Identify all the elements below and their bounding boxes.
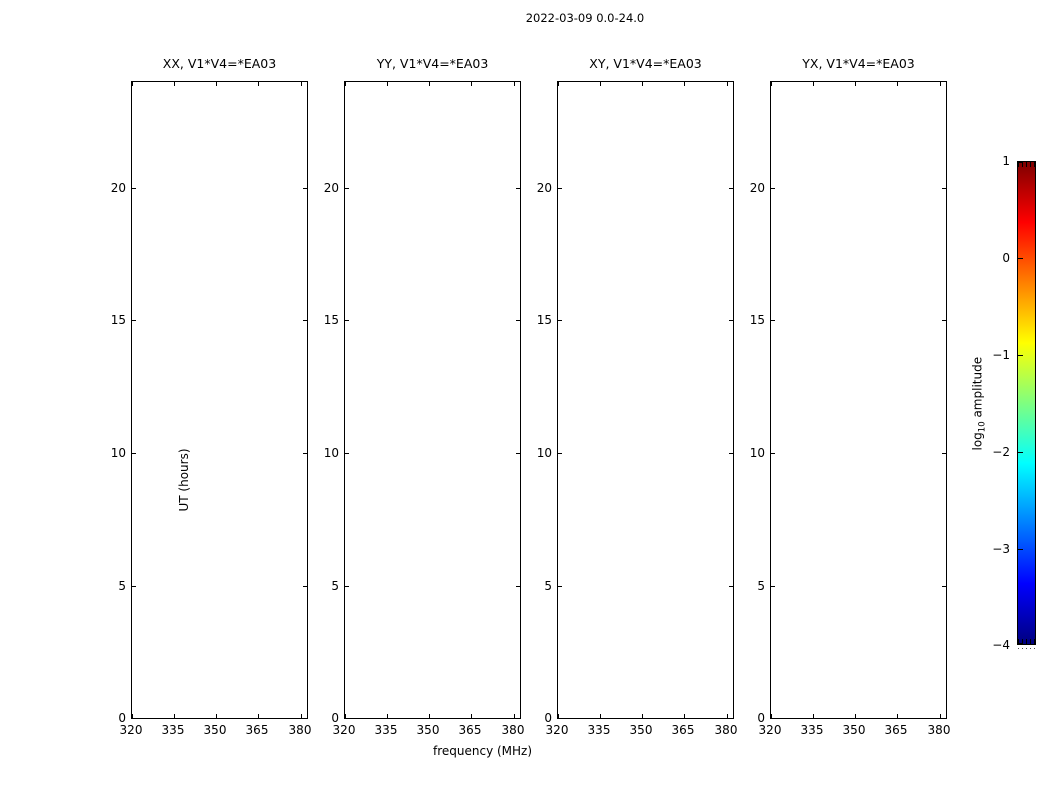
y-tick-label: 0 [544, 711, 552, 725]
x-tick-label: 350 [842, 723, 866, 737]
panel-title-xx: XX, V1*V4=*EA03 [162, 56, 277, 71]
y-tick-label: 20 [749, 181, 765, 195]
x-tick-label: 320 [545, 723, 569, 737]
x-tick-label: 320 [332, 723, 356, 737]
x-tick-label: 320 [758, 723, 782, 737]
y-tick-label: 10 [323, 446, 339, 460]
y-tick-label: 15 [110, 313, 126, 327]
x-tick-label: 380 [927, 723, 951, 737]
x-tick-label: 350 [629, 723, 653, 737]
colorbar-tick-label: 1 [1002, 154, 1010, 168]
colorbar-label-prefix: log [970, 432, 985, 451]
x-tick-label: 335 [161, 723, 185, 737]
colorbar-tick-label: −4 [992, 638, 1010, 652]
y-tick-label: 20 [536, 181, 552, 195]
colorbar-label-suffix: amplitude [970, 356, 985, 422]
x-axis-label: frequency (MHz) [433, 744, 533, 758]
x-tick-label: 350 [203, 723, 227, 737]
colorbar-minor-ticks-bottom [1018, 639, 1035, 644]
y-tick-label: 0 [118, 711, 126, 725]
x-tick-label: 380 [501, 723, 525, 737]
y-tick-label: 5 [544, 579, 552, 593]
panel-title-xy: XY, V1*V4=*EA03 [589, 56, 702, 71]
plot-panel-xy [557, 81, 734, 719]
y-tick-label: 10 [110, 446, 126, 460]
y-tick-label: 0 [331, 711, 339, 725]
panel-title-yy: YY, V1*V4=*EA03 [376, 56, 489, 71]
x-tick-label: 335 [587, 723, 611, 737]
x-tick-label: 335 [800, 723, 824, 737]
x-tick-label: 335 [374, 723, 398, 737]
x-tick-label: 365 [245, 723, 269, 737]
x-tick-label: 365 [671, 723, 695, 737]
x-tick-label: 380 [288, 723, 312, 737]
y-tick-label: 10 [749, 446, 765, 460]
figure-title: 2022-03-09 0.0-24.0 [525, 11, 645, 25]
colorbar-minor-ticks-top [1018, 162, 1035, 167]
y-tick-label: 20 [110, 181, 126, 195]
y-tick-label: 5 [757, 579, 765, 593]
colorbar-tick-label: −3 [992, 542, 1010, 556]
panel-title-yx: YX, V1*V4=*EA03 [802, 56, 915, 71]
y-tick-label: 15 [749, 313, 765, 327]
colorbar-tick-label: 0 [1002, 251, 1010, 265]
y-tick-label: 15 [536, 313, 552, 327]
plot-panel-yx [770, 81, 947, 719]
x-tick-label: 380 [714, 723, 738, 737]
colorbar-minor-ticks-outside [1018, 648, 1035, 649]
colorbar [1017, 161, 1036, 645]
y-tick-label: 5 [118, 579, 126, 593]
y-tick-label: 20 [323, 181, 339, 195]
colorbar-label: log10 amplitude [970, 324, 989, 484]
x-tick-label: 320 [119, 723, 143, 737]
x-tick-label: 365 [884, 723, 908, 737]
y-tick-label: 10 [536, 446, 552, 460]
y-tick-label: 0 [757, 711, 765, 725]
y-axis-label: UT (hours) [177, 448, 191, 512]
y-tick-label: 15 [323, 313, 339, 327]
x-tick-label: 365 [458, 723, 482, 737]
y-tick-label: 5 [331, 579, 339, 593]
x-tick-label: 350 [416, 723, 440, 737]
colorbar-tick-label: −1 [992, 348, 1010, 362]
colorbar-label-subscript: 10 [977, 421, 988, 433]
plot-panel-xx: UT (hours) [131, 81, 308, 719]
colorbar-tick-label: −2 [992, 445, 1010, 459]
plot-panel-yy [344, 81, 521, 719]
